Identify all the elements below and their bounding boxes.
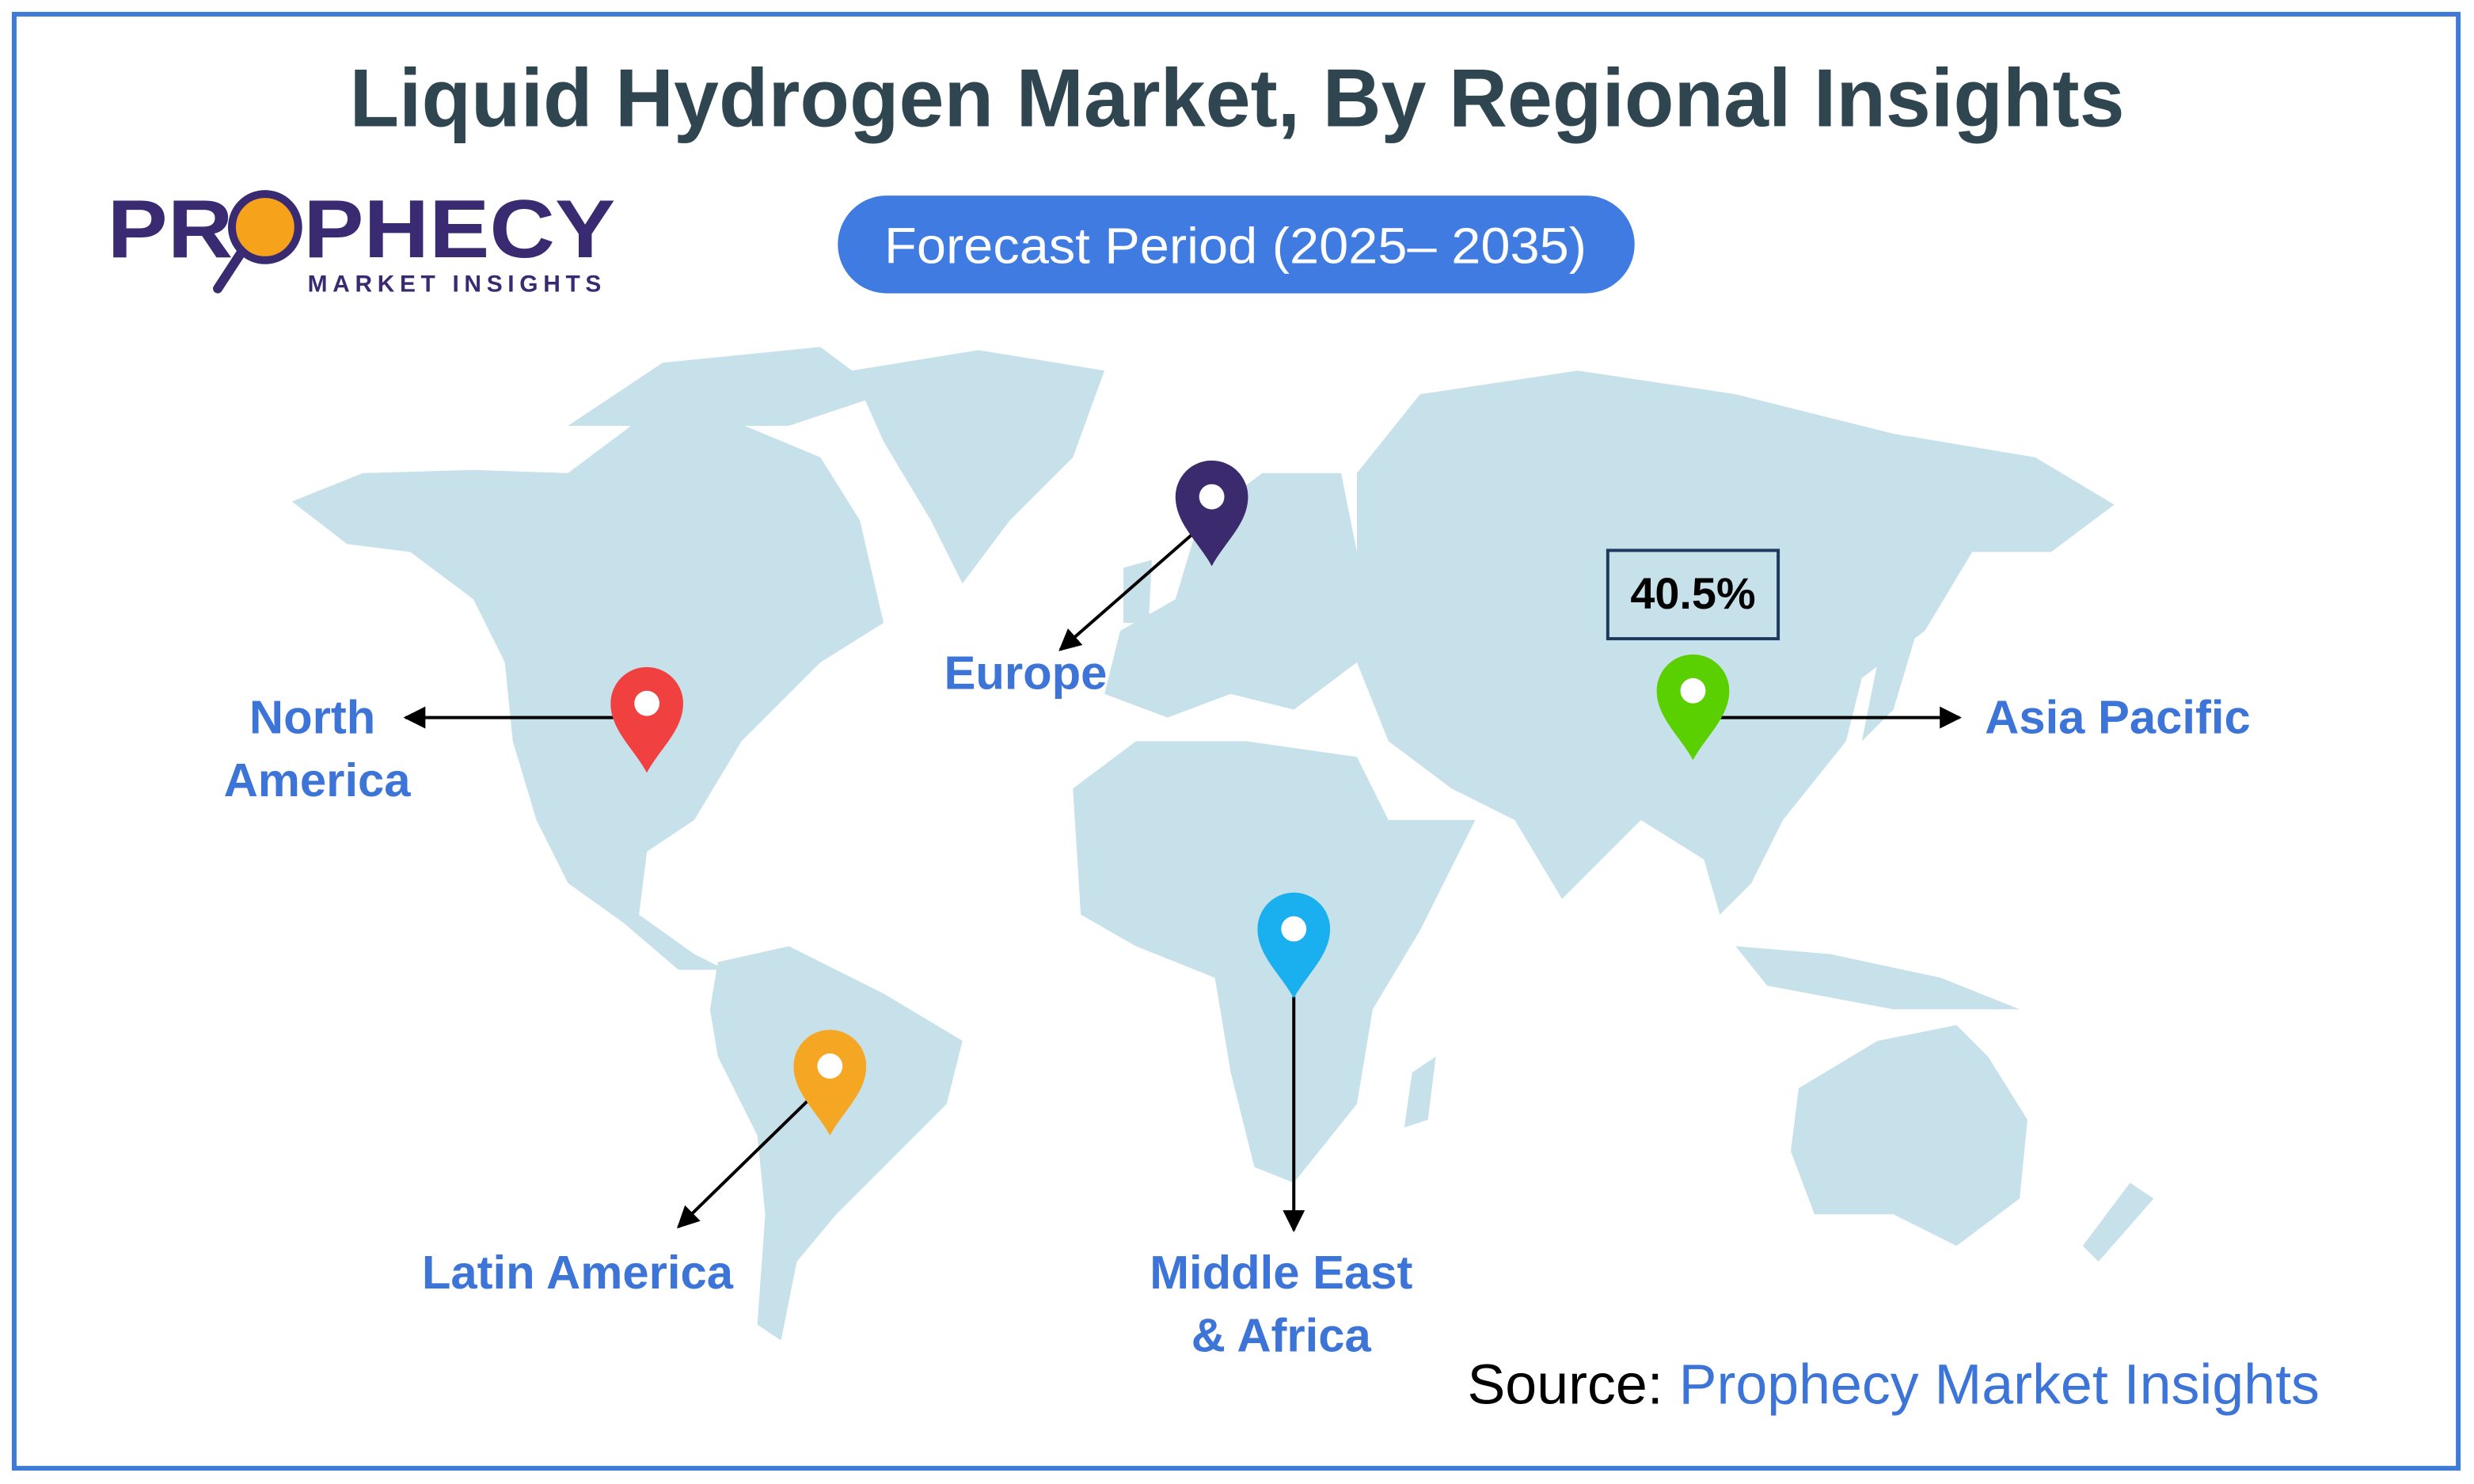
region-label: America [224,753,412,807]
logo-handle [213,247,246,294]
source-label: Source: [1467,1353,1663,1416]
logo-tagline: MARKET INSIGHTS [308,271,602,298]
title: Liquid Hydrogen Market, By Regional Insi… [349,51,2124,143]
pin-dot [1199,484,1225,510]
logo: PROPHECY MARKET INSIGHTS [108,183,616,298]
pin-dot [634,690,660,716]
pin-dot [817,1053,843,1079]
pin-dot [1281,916,1307,942]
region-label: & Africa [1191,1309,1372,1362]
pin [610,666,683,773]
pin [793,1030,867,1136]
region-label: Middle East [1150,1246,1412,1299]
forecast-pill [838,195,1635,294]
logo-name: PROPHECY [108,183,616,275]
arrows [403,527,1963,1232]
pin [1257,892,1331,999]
share-value: 40.5% [1630,568,1755,618]
logo-lens [227,190,302,264]
region-label: Europe [944,647,1107,700]
pins [610,460,1730,1136]
pin [1656,654,1730,761]
region-north-america: North America [224,691,412,807]
region-label: Latin America [422,1246,734,1299]
forecast-period: Forecast Period (2025– 2035) [884,218,1587,275]
pin-dot [1680,677,1706,704]
region-label: Asia Pacific [1985,691,2251,744]
source: Source: Prophecy Market Insights [1467,1353,2319,1416]
source-name: Prophecy Market Insights [1679,1353,2320,1416]
pin [1175,460,1248,567]
region-label: North [249,691,375,744]
share-box [1606,548,1780,640]
